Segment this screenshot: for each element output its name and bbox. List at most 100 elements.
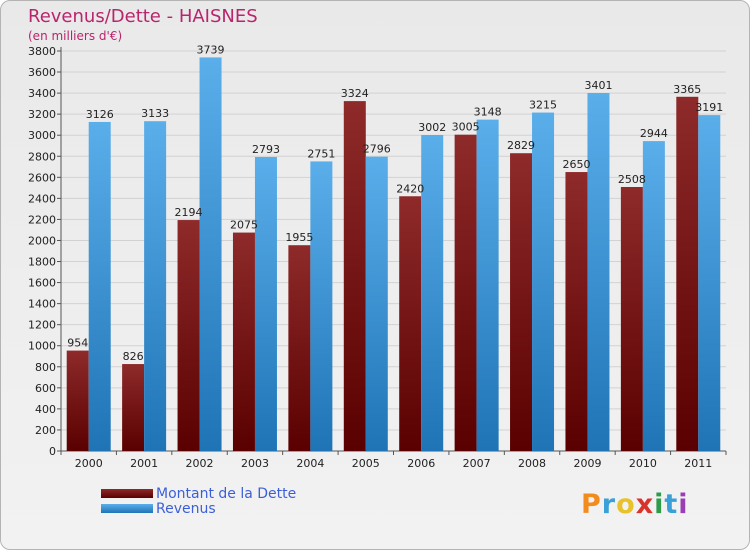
x-tick-label: 2003 [241,457,269,470]
bar-debt [66,350,89,451]
value-label-revenue: 3191 [695,101,723,114]
value-label-revenue: 3739 [197,43,225,56]
x-tick-label: 2009 [573,457,601,470]
bar-revenue [587,93,610,451]
y-tick-label: 2600 [28,171,56,184]
value-label-revenue: 3148 [474,106,502,119]
x-tick-label: 2010 [629,457,657,470]
bar-debt [454,134,477,451]
bar-debt [122,364,145,451]
bar-revenue [88,121,111,452]
bar-revenue [532,112,555,451]
logo-letter: r [601,489,617,520]
y-tick-label: 0 [49,445,56,458]
x-tick-label: 2005 [352,457,380,470]
y-tick-label: 600 [35,382,56,395]
value-label-debt: 3324 [341,87,369,100]
value-label-debt: 3005 [452,121,480,134]
y-tick-label: 2800 [28,150,56,163]
bar-revenue [310,161,333,451]
bar-debt [676,96,699,451]
bar-debt [232,232,255,451]
value-label-revenue: 3215 [529,99,557,112]
value-label-revenue: 2796 [363,143,391,156]
value-label-debt: 954 [67,337,88,350]
chart-title: Revenus/Dette - HAISNES [28,6,258,27]
value-label-debt: 2075 [230,219,258,232]
bar-debt [288,245,311,451]
value-label-debt: 2508 [618,173,646,186]
y-tick-label: 3400 [28,87,56,100]
bar-revenue [421,135,444,451]
y-tick-label: 1400 [28,298,56,311]
y-tick-label: 1800 [28,256,56,269]
legend-label-debt: Montant de la Dette [156,486,297,502]
legend-swatch-debt [101,489,153,498]
value-labels: 954 3126 826 3133 2194 3739 2075 2793 1955 2751 33… [67,43,723,363]
y-tick-label: 1000 [28,340,56,353]
value-label-revenue: 2751 [307,147,335,160]
x-tick-label: 2008 [518,457,546,470]
y-tick-label: 3200 [28,108,56,121]
x-tick-label: 2002 [186,457,214,470]
bar-revenue [254,157,277,451]
chart-subtitle: (en milliers d'€) [28,29,123,43]
y-tick-label: 400 [35,403,56,416]
bar-debt [177,220,200,451]
y-tick-label: 3600 [28,66,56,79]
value-label-revenue: 3401 [584,79,612,92]
logo-letter: t [664,489,679,520]
bar-revenue [199,57,222,451]
x-tick-label: 2001 [130,457,158,470]
y-tick-label: 3800 [28,45,56,58]
value-label-debt: 826 [123,350,144,363]
value-label-debt: 1955 [285,231,313,244]
logo-letter: x [635,489,655,520]
bar-revenue [365,156,388,451]
y-tick-label: 3000 [28,129,56,142]
y-tick-label: 2000 [28,234,56,247]
x-tick-label: 2006 [407,457,435,470]
value-label-revenue: 3002 [418,121,446,134]
bar-debt [620,187,643,451]
grid [61,50,726,452]
value-label-revenue: 3133 [141,107,169,120]
value-label-debt: 3365 [673,83,701,96]
logo-letter: P [581,489,602,520]
bar-revenue [144,121,167,452]
value-label-revenue: 3126 [86,108,114,121]
bar-revenue [698,115,721,452]
bar-debt [510,153,533,452]
value-label-debt: 2829 [507,139,535,152]
y-tick-label: 800 [35,361,56,374]
logo-letter: i [654,489,665,520]
y-tick-label: 2200 [28,213,56,226]
y-tick-label: 1600 [28,277,56,290]
value-label-revenue: 2944 [640,127,668,140]
bar-debt [399,196,422,451]
y-tick-label: 200 [35,424,56,437]
x-tick-label: 2011 [684,457,712,470]
logo-letter: i [678,489,689,520]
bar-revenue [476,119,499,451]
proxiti-logo: Proxiti [581,489,689,520]
legend-swatch-revenue [101,504,153,513]
value-label-revenue: 2793 [252,143,280,156]
x-tick-label: 2007 [463,457,491,470]
value-label-debt: 2194 [175,206,203,219]
x-tick-label: 2000 [75,457,103,470]
bars [66,57,721,452]
x-tick-label: 2004 [296,457,324,470]
bar-debt [565,172,588,452]
value-label-debt: 2650 [562,158,590,171]
legend-label-revenue: Revenus [156,501,216,517]
y-tick-label: 2400 [28,192,56,205]
y-tick-label: 1200 [28,319,56,332]
logo-letter: o [616,489,636,520]
bar-revenue [642,141,665,451]
bar-debt [343,101,366,452]
axes: 0 200 400 600 800 1000 1200 1400 1600 1800 2000 220… [28,45,727,470]
value-label-debt: 2420 [396,182,424,195]
